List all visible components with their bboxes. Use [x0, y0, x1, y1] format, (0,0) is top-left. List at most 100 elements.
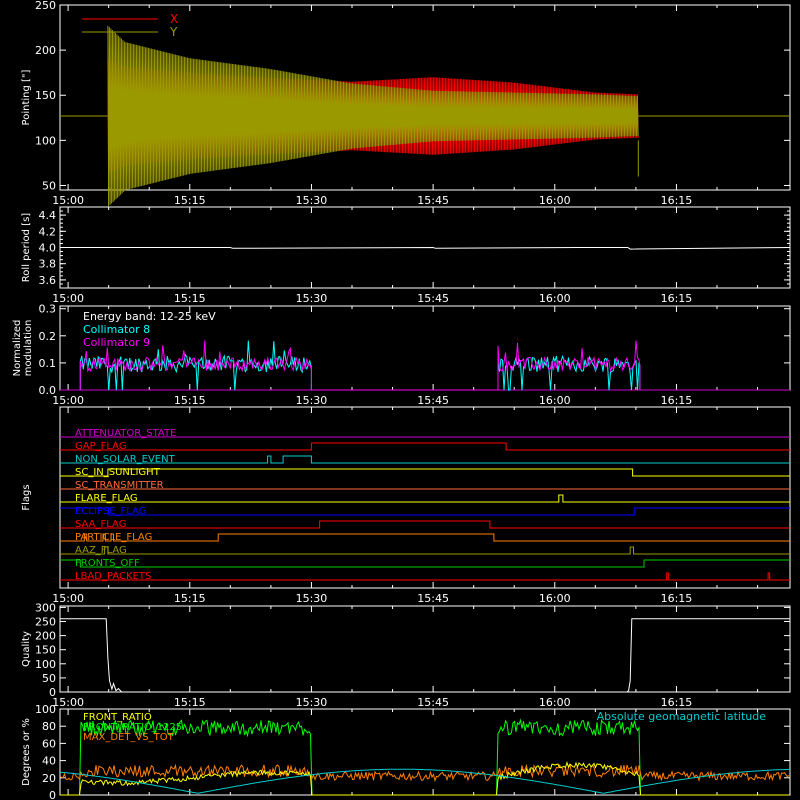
quality-ytick-label: 50 — [42, 672, 56, 685]
modulation-xtick-label: 15:30 — [296, 394, 328, 407]
ratios-ytick-label: 80 — [42, 720, 56, 733]
flag-line-non-solar-event — [60, 455, 790, 464]
flag-line-particle-flag — [60, 533, 790, 542]
pointing-ylabel: Pointing ["] — [21, 69, 32, 125]
ratios-ylabel: Degrees or % — [21, 718, 32, 786]
quality-ytick-label: 100 — [35, 658, 56, 671]
modulation-xtick-label: 16:15 — [661, 394, 693, 407]
flag-label-non-solar-event: NON_SOLAR_EVENT — [75, 454, 176, 465]
quality-ylabel: Quality — [21, 631, 32, 667]
pointing-xtick-label: 16:00 — [539, 194, 571, 207]
quality-xtick-label: 15:30 — [296, 696, 328, 709]
flag-label-lbad-packets: LBAD_PACKETS — [75, 571, 151, 582]
roll-ytick-label: 4.2 — [39, 225, 57, 238]
ratios-annotation: Absolute geomagnetic latitude — [597, 710, 767, 723]
quality-ytick-label: 250 — [35, 616, 56, 629]
flag-line-sc-in-sunlight — [60, 468, 790, 477]
pointing-xtick-label: 15:00 — [52, 194, 84, 207]
roll-ytick-label: 4.0 — [39, 242, 57, 255]
modulation-ytick-label: 0.0 — [39, 384, 57, 397]
flag-label-sc-transmitter: SC_TRANSMITTER — [75, 480, 164, 491]
roll-ytick-label: 3.6 — [39, 274, 57, 287]
modulation-xtick-label: 16:00 — [539, 394, 571, 407]
quality-ytick-label: 0 — [49, 686, 56, 699]
quality-xtick-label: 15:15 — [174, 696, 206, 709]
quality-ytick-label: 200 — [35, 630, 56, 643]
roll-ytick-label: 3.8 — [39, 258, 57, 271]
modulation-annotation: Energy band: 12-25 keV — [83, 310, 216, 323]
flags-xtick-label: 16:00 — [539, 592, 571, 605]
flag-label-sc-in-sunlight: SC_IN_SUNLIGHT — [75, 467, 161, 478]
modulation-xtick-label: 15:15 — [174, 394, 206, 407]
quality-ytick-label: 150 — [35, 644, 56, 657]
flags-frame — [59, 406, 791, 589]
flags-xtick-label: 16:15 — [661, 592, 693, 605]
flag-label-attenuator-state: ATTENUATOR_STATE — [75, 428, 176, 439]
pointing-ytick-label: 50 — [42, 179, 56, 192]
ratios-ytick-label: 0 — [49, 789, 56, 800]
quality-line — [60, 618, 790, 693]
flag-line-aaz-flag — [60, 546, 790, 555]
quality-xtick-label: 16:00 — [539, 696, 571, 709]
flag-line-flare-flag — [60, 494, 790, 503]
roll-xtick-label: 15:15 — [174, 292, 206, 305]
ratios-ytick-label: 40 — [42, 755, 56, 768]
modulation-legend-9: Collimator 9 — [83, 336, 150, 349]
flags-xtick-label: 15:30 — [296, 592, 328, 605]
flag-label-saa-flag: SAA_FLAG — [75, 519, 126, 530]
modulation-ytick-label: 0.1 — [39, 357, 57, 370]
pointing-ytick-label: 150 — [35, 89, 56, 102]
quality-xtick-label: 15:45 — [417, 696, 449, 709]
flags-xtick-label: 15:45 — [417, 592, 449, 605]
ratios-series-geomagnetic-latitude — [59, 768, 790, 794]
modulation-ytick-label: 0.2 — [39, 330, 57, 343]
roll-xtick-label: 15:45 — [417, 292, 449, 305]
roll-ytick-label: 4.4 — [39, 209, 57, 222]
modulation-ylabel: Normalizedmodulation — [12, 320, 34, 377]
ratios-ytick-label: 20 — [42, 772, 56, 785]
flag-label-eclipse-flag: ECLIPSE_FLAG — [75, 506, 146, 517]
flag-line-lbad-packets — [60, 572, 790, 581]
flags-ylabel: Flags — [21, 484, 32, 510]
pointing-legend-label-y: Y — [169, 25, 178, 39]
ratios-ytick-label: 60 — [42, 737, 56, 750]
ratios-legend-front-ratio: FRONT_RATIO — [83, 712, 152, 723]
roll-xtick-label: 16:15 — [661, 292, 693, 305]
pointing-xtick-label: 15:15 — [174, 194, 206, 207]
ratios-legend-max-det-vs-tot: MAX_DET_VS_TOT — [83, 732, 175, 743]
pointing-xtick-label: 16:15 — [661, 194, 693, 207]
quality-xtick-label: 15:00 — [52, 696, 84, 709]
flag-line-gap-flag — [60, 442, 790, 451]
modulation-xtick-label: 15:45 — [417, 394, 449, 407]
ratios-series-max-det-vs-tot — [59, 763, 790, 783]
roll-xtick-label: 16:00 — [539, 292, 571, 305]
pointing-series-y — [107, 25, 639, 207]
roll-period-line — [60, 246, 791, 250]
flag-label-aaz-flag: AAZ_FLAG — [75, 545, 127, 556]
modulation-xtick-label: 15:00 — [52, 394, 84, 407]
roll-xtick-label: 15:30 — [296, 292, 328, 305]
flag-line-eclipse-flag — [60, 507, 790, 516]
flag-line-saa-flag — [60, 520, 790, 529]
flags-xtick-label: 15:15 — [174, 592, 206, 605]
quality-xtick-label: 16:15 — [661, 696, 693, 709]
flag-label-flare-flag: FLARE_FLAG — [75, 493, 138, 504]
pointing-frame — [59, 4, 791, 191]
modulation-legend-8: Collimator 8 — [83, 323, 150, 336]
flags-xtick-label: 15:00 — [52, 592, 84, 605]
pointing-xtick-label: 15:45 — [417, 194, 449, 207]
pointing-legend-label-x: X — [170, 12, 178, 26]
ratios-series-front-ratio — [60, 760, 789, 796]
pointing-ytick-label: 250 — [35, 0, 56, 12]
quality-ytick-label: 300 — [35, 601, 56, 614]
pointing-ytick-label: 200 — [35, 44, 56, 57]
flag-label-gap-flag: GAP_FLAG — [75, 441, 127, 452]
modulation-ytick-label: 0.3 — [39, 303, 57, 316]
ratios-ytick-label: 100 — [35, 703, 56, 716]
flag-line-fronts-off — [60, 559, 790, 568]
flag-label-fronts-off: FRONTS_OFF — [75, 558, 140, 569]
roll-xtick-label: 15:00 — [52, 292, 84, 305]
pointing-ytick-label: 100 — [35, 134, 56, 147]
pointing-xtick-label: 15:30 — [296, 194, 328, 207]
